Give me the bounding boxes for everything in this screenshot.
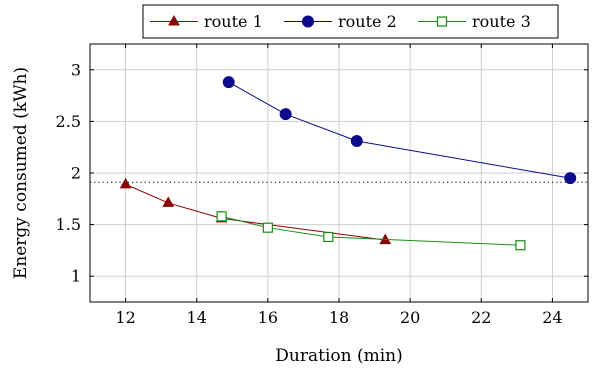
y-tick-label: 1 [71, 267, 81, 286]
series-line [125, 183, 386, 241]
triangle-marker [168, 14, 180, 26]
circle-marker [564, 172, 577, 185]
x-tick-label: 12 [115, 308, 135, 327]
square-marker [436, 16, 448, 27]
series-route-3 [216, 211, 526, 251]
triangle-marker [162, 196, 175, 207]
square-marker [515, 240, 526, 251]
x-tick-label: 18 [329, 308, 349, 327]
legend-label: route 3 [472, 12, 531, 31]
legend-label: route 2 [338, 12, 397, 31]
series-line [221, 215, 521, 246]
legend-entry: route 2 [284, 12, 397, 31]
triangle-marker [119, 177, 132, 189]
y-tick-label: 1.5 [56, 215, 81, 234]
circle-marker [279, 108, 292, 121]
square-marker [262, 222, 273, 233]
square-marker [323, 231, 334, 243]
series-line [228, 81, 571, 179]
legend-entry: route 3 [418, 12, 531, 31]
tick-labels: 12 14 16 18 20 22 24 1 1.5 2 2.5 3 [56, 60, 563, 327]
legend-entry: route 1 [150, 12, 263, 31]
x-axis-label: Duration (min) [275, 346, 402, 366]
x-tick-label: 14 [187, 308, 207, 327]
circle-marker [350, 135, 363, 148]
series-route-2 [222, 76, 577, 185]
ticks [90, 44, 588, 302]
y-tick-label: 3 [71, 60, 81, 79]
y-axis-label: Energy consumed (kWh) [11, 67, 31, 279]
series-route-1 [119, 177, 392, 245]
grid [90, 44, 588, 302]
circle-marker [302, 15, 314, 28]
legend-label: route 1 [204, 12, 263, 31]
legend: route 1 route 2 route 3 [142, 4, 559, 39]
legend-box [142, 4, 559, 39]
x-tick-label: 16 [258, 308, 278, 327]
circle-marker [222, 76, 235, 89]
y-tick-label: 2 [71, 164, 81, 183]
x-tick-label: 24 [542, 308, 562, 327]
x-tick-label: 22 [471, 308, 491, 327]
x-tick-label: 20 [400, 308, 420, 327]
y-tick-label: 2.5 [56, 112, 81, 131]
square-marker [216, 211, 227, 222]
series-layer [119, 76, 577, 251]
